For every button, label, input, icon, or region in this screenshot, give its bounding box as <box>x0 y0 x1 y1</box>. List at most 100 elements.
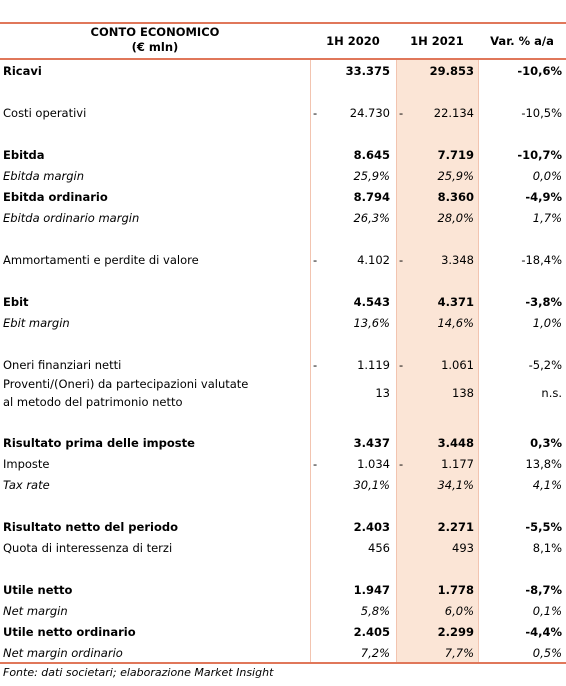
row-label: Imposte <box>3 456 50 471</box>
value-2021: 6,0% <box>444 603 474 618</box>
row-label: Tax rate <box>3 477 50 492</box>
row-label: Costi operativi <box>3 105 87 120</box>
row-label: Ammortamenti e perdite di valore <box>3 252 199 267</box>
row-label-line: al metodo del patrimonio netto <box>3 395 183 409</box>
value-2021: 3.448 <box>437 435 474 450</box>
row-label: Ebit <box>3 294 29 309</box>
sign: - <box>313 456 318 471</box>
value-var: n.s. <box>541 386 562 400</box>
header-col: Var. % a/a <box>490 34 554 48</box>
row-label: Utile netto <box>3 582 73 597</box>
value-var: 0,5% <box>532 645 562 660</box>
value-2020: 24.730 <box>349 105 390 120</box>
value-2021: 1.778 <box>437 582 474 597</box>
sign: - <box>313 252 318 267</box>
top-rule <box>0 22 566 24</box>
row-label: Risultato netto del periodo <box>3 519 178 534</box>
value-2021: 1.061 <box>441 357 474 372</box>
row-label: Ebitda <box>3 147 45 162</box>
value-var: -3,8% <box>525 294 562 309</box>
value-2021: 2.271 <box>437 519 474 534</box>
value-2020: 2.405 <box>353 624 390 639</box>
header-rule <box>0 58 566 60</box>
value-2020: 25,9% <box>353 168 390 183</box>
value-2021: 7,7% <box>444 645 474 660</box>
value-2020: 26,3% <box>353 210 390 225</box>
highlight-column <box>396 60 478 663</box>
value-2021: 2.299 <box>437 624 474 639</box>
header-title: CONTO ECONOMICO (€ mln) <box>0 25 310 55</box>
sign: - <box>399 252 404 267</box>
value-var: 0,3% <box>530 435 562 450</box>
sign: - <box>313 105 318 120</box>
value-2021: 493 <box>452 540 474 555</box>
bottom-rule <box>0 662 566 664</box>
value-2020: 8.794 <box>353 189 390 204</box>
value-var: -5,2% <box>528 357 562 372</box>
row-label: Ricavi <box>3 63 42 78</box>
value-var: -10,5% <box>521 105 562 120</box>
value-2020: 1.034 <box>357 456 390 471</box>
sign: - <box>399 105 404 120</box>
row-label: Ebitda ordinario <box>3 189 108 204</box>
value-var: 13,8% <box>525 456 562 471</box>
value-var: -4,4% <box>525 624 562 639</box>
value-var: -4,9% <box>525 189 562 204</box>
row-label-line: Proventi/(Oneri) da partecipazioni valut… <box>3 377 249 391</box>
sign: - <box>313 357 318 372</box>
row-label: Utile netto ordinario <box>3 624 136 639</box>
header-col: 1H 2020 <box>326 34 380 48</box>
header-col: 1H 2021 <box>410 34 464 48</box>
column-divider <box>478 60 479 663</box>
value-var: -18,4% <box>521 252 562 267</box>
value-2020: 13,6% <box>353 315 390 330</box>
row-label: Ebitda ordinario margin <box>3 210 140 225</box>
column-divider <box>310 60 311 663</box>
value-2020: 4.102 <box>357 252 390 267</box>
header-line: CONTO ECONOMICO <box>90 25 220 39</box>
sign: - <box>399 357 404 372</box>
value-var: -8,7% <box>525 582 562 597</box>
value-var: 0,0% <box>532 168 562 183</box>
value-2020: 456 <box>368 540 390 555</box>
value-2020: 4.543 <box>353 294 390 309</box>
value-2021: 138 <box>452 386 474 400</box>
value-2020: 1.119 <box>357 357 390 372</box>
value-2020: 1.947 <box>353 582 390 597</box>
sign: - <box>399 456 404 471</box>
row-label: Net margin ordinario <box>3 645 123 660</box>
column-divider <box>396 60 397 663</box>
value-2020: 13 <box>375 386 390 400</box>
value-2021: 28,0% <box>437 210 474 225</box>
value-2021: 25,9% <box>437 168 474 183</box>
row-label: Oneri finanziari netti <box>3 357 122 372</box>
value-var: 8,1% <box>532 540 562 555</box>
value-2021: 14,6% <box>437 315 474 330</box>
value-var: -10,7% <box>517 147 562 162</box>
value-var: 1,7% <box>532 210 562 225</box>
row-label: Proventi/(Oneri) da partecipazioni valut… <box>3 375 248 411</box>
row-label: Risultato prima delle imposte <box>3 435 195 450</box>
value-2021: 34,1% <box>437 477 474 492</box>
value-2020: 3.437 <box>353 435 390 450</box>
row-label: Ebitda margin <box>3 168 85 183</box>
value-2021: 22.134 <box>433 105 474 120</box>
value-var: -5,5% <box>525 519 562 534</box>
value-2020: 8.645 <box>353 147 390 162</box>
value-2020: 5,8% <box>360 603 390 618</box>
value-2021: 3.348 <box>441 252 474 267</box>
footer: Fonte: dati societari; elaborazione Mark… <box>3 666 274 679</box>
value-2020: 33.375 <box>345 63 390 78</box>
value-var: 4,1% <box>532 477 562 492</box>
value-var: -10,6% <box>517 63 562 78</box>
value-2020: 2.403 <box>353 519 390 534</box>
row-label: Net margin <box>3 603 68 618</box>
value-var: 1,0% <box>532 315 562 330</box>
value-2021: 1.177 <box>441 456 474 471</box>
value-2020: 30,1% <box>353 477 390 492</box>
value-2020: 7,2% <box>360 645 390 660</box>
row-label: Quota di interessenza di terzi <box>3 540 173 555</box>
value-2021: 4.371 <box>437 294 474 309</box>
value-2021: 7.719 <box>437 147 474 162</box>
